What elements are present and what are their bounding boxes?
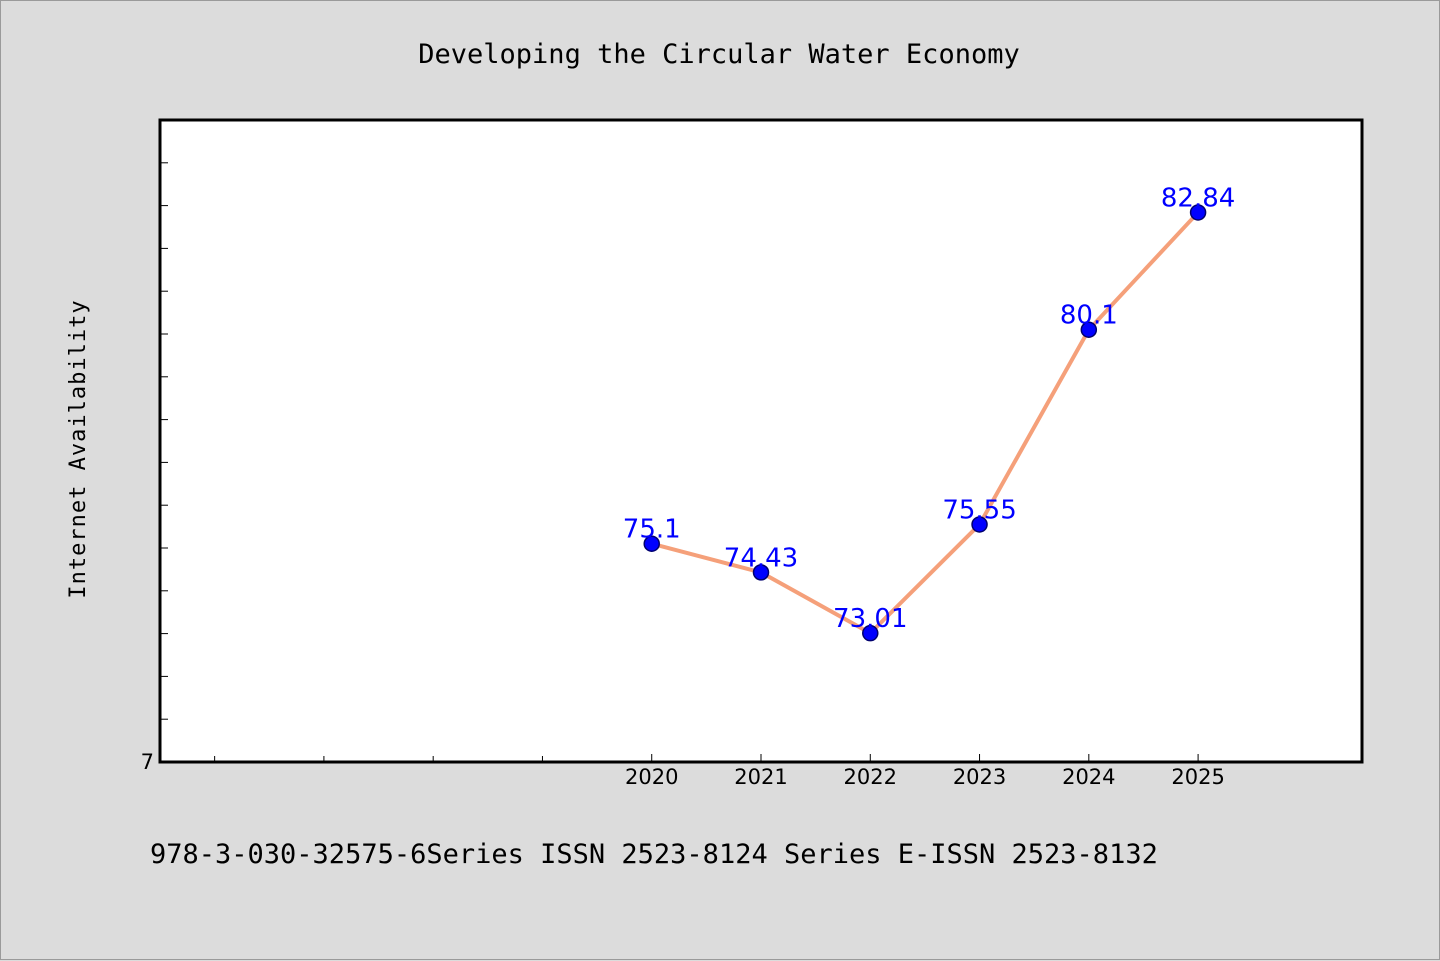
y-axis-label: Internet Availability: [66, 299, 91, 598]
x-tick-label: 2025: [1171, 765, 1224, 789]
series: 75.1 74.43 73.01 75.55 80.1 82.84: [623, 183, 1235, 642]
data-label: 75.55: [942, 495, 1016, 525]
data-point: [862, 624, 879, 642]
chart-title: Developing the Circular Water Economy: [418, 39, 1019, 70]
x-tick-label: 2024: [1062, 765, 1115, 789]
data-point: [643, 535, 660, 552]
y-tick-label: 7: [141, 750, 154, 774]
x-axis: 2020 2021 2022 2023 2024 2025: [214, 754, 1225, 789]
data-point: [1189, 204, 1207, 221]
x-tick-label: 2021: [734, 765, 787, 789]
data-point: [752, 564, 770, 581]
data-label: 75.1: [623, 515, 681, 545]
data-label: 74.43: [724, 543, 798, 573]
x-tick-label: 2020: [625, 765, 678, 789]
data-label: 73.01: [833, 604, 907, 634]
plot-area: [160, 120, 1362, 762]
data-point: [1080, 321, 1098, 338]
footer-text: 978-3-030-32575-6Series ISSN 2523-8124 S…: [150, 839, 1158, 870]
data-label: 80.1: [1060, 301, 1118, 331]
series-line: [649, 210, 1201, 636]
data-label: 82.84: [1161, 183, 1235, 213]
x-tick-label: 2022: [844, 765, 897, 789]
plot-frame: [158, 118, 1364, 764]
data-point: [971, 516, 988, 533]
x-tick-label: 2023: [953, 765, 1006, 789]
